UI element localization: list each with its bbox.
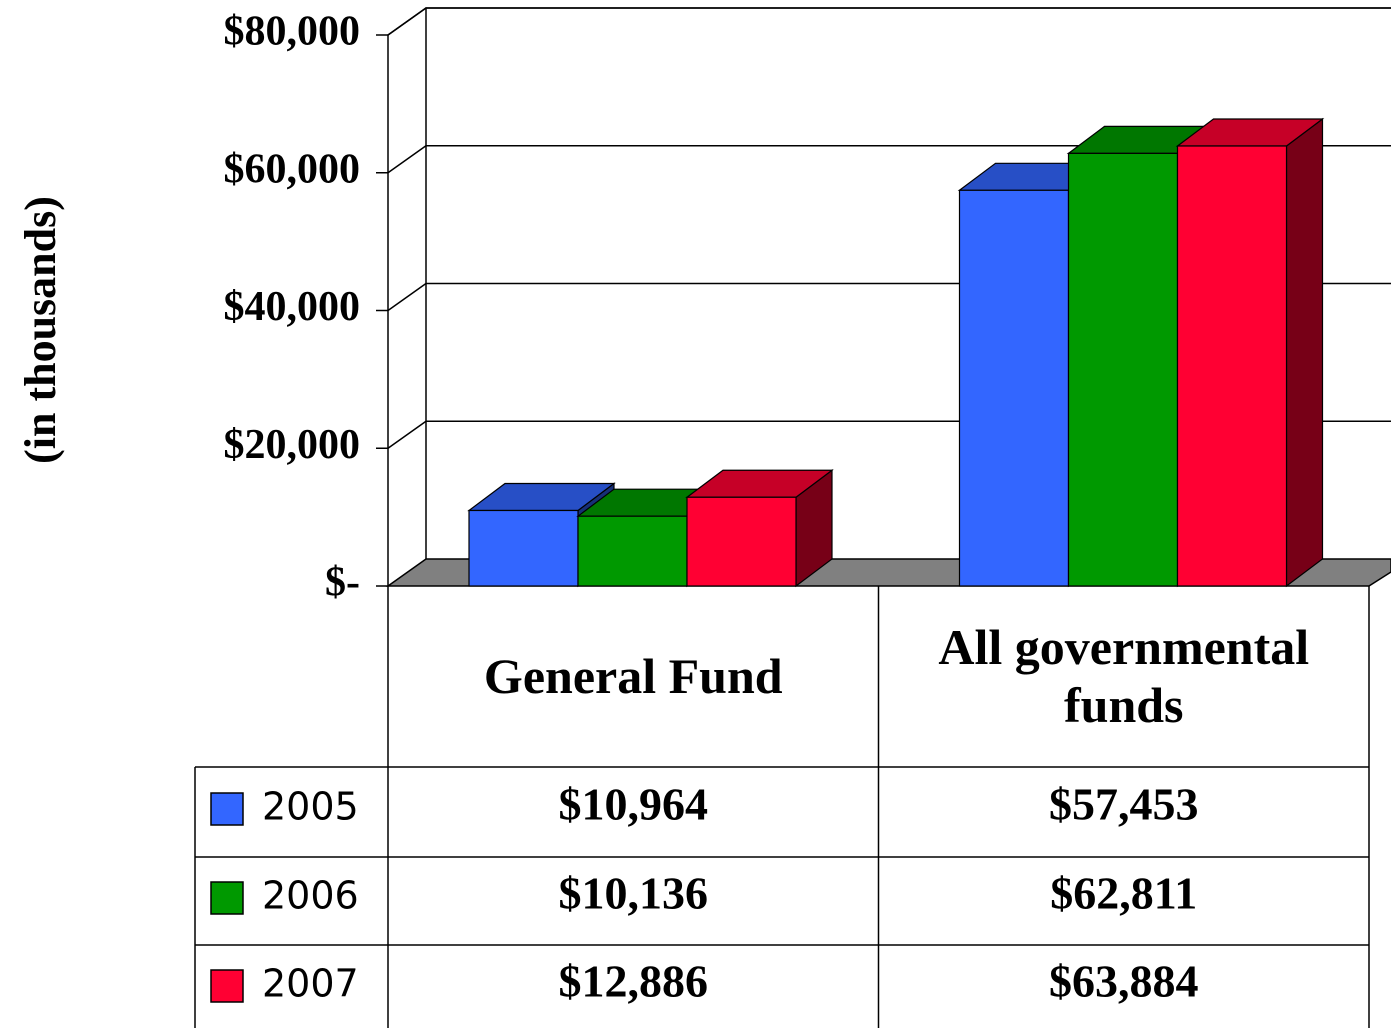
- bar: [577, 515, 688, 587]
- value-label: $12,886: [559, 956, 709, 1007]
- value-label: $10,136: [559, 868, 709, 919]
- bar: [958, 189, 1070, 587]
- bar-side: [1285, 117, 1324, 588]
- y-tick-label: $20,000: [224, 422, 361, 468]
- value-label: $62,811: [1050, 868, 1197, 919]
- legend-swatch: [210, 969, 244, 1003]
- bar: [1176, 145, 1288, 587]
- bar: [468, 509, 579, 587]
- grid-line: [387, 7, 427, 36]
- value-label: $63,884: [1049, 956, 1199, 1007]
- category-label: All governmental funds: [938, 619, 1310, 733]
- y-tick-label: $60,000: [224, 146, 361, 192]
- grid-line: [387, 145, 427, 174]
- legend-label: 2007: [262, 962, 359, 1006]
- legend-swatch: [210, 881, 244, 915]
- category-label: General Fund: [483, 647, 783, 704]
- y-axis-label: (in thousands): [16, 196, 65, 464]
- bar: [1067, 152, 1179, 587]
- y-tick-label: $-: [325, 560, 360, 606]
- y-tick-label: $40,000: [224, 284, 361, 330]
- bar: [686, 496, 797, 587]
- grid-line: [387, 420, 427, 449]
- legend-label: 2006: [262, 874, 359, 918]
- value-label: $10,964: [559, 779, 709, 830]
- y-tick-label: $80,000: [224, 9, 361, 55]
- legend-label: 2005: [262, 785, 359, 829]
- value-label: $57,453: [1049, 779, 1199, 830]
- legend-swatch: [210, 792, 244, 826]
- grid-line: [387, 282, 427, 312]
